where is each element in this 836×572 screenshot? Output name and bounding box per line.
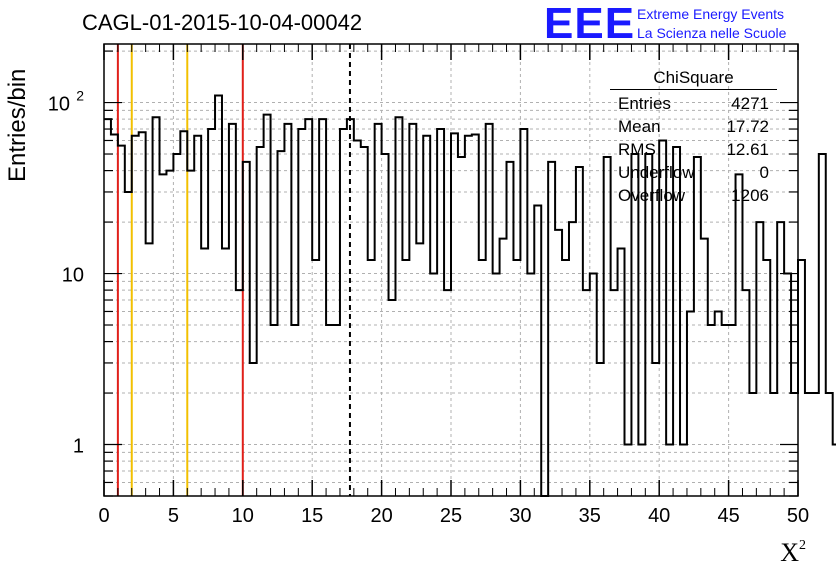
x-tick-label: 25 xyxy=(440,505,462,527)
stats-label: Mean xyxy=(618,117,661,136)
logo-line-2: La Scienza nelle Scuole xyxy=(637,25,787,41)
stats-label: Underflow xyxy=(618,163,695,182)
chart-title: CAGL-01-2015-10-04-00042 xyxy=(82,10,363,35)
x-tick-label: 10 xyxy=(232,505,254,527)
stats-row-underflow: Underflow 0 xyxy=(610,161,777,184)
stats-row-entries: Entries 4271 xyxy=(610,92,777,115)
stats-value: 0 xyxy=(759,163,769,182)
stats-label: Overflow xyxy=(618,186,686,205)
y-tick-label: 10 xyxy=(62,265,84,287)
axis-ticks: 0 5 10 15 20 25 30 35 40 45 50 1 10 10 2 xyxy=(48,44,809,527)
y-tick-label: 1 xyxy=(73,436,84,458)
histogram-line xyxy=(104,94,836,497)
x-tick-label: 45 xyxy=(717,505,739,527)
reference-lines xyxy=(116,44,351,496)
stats-value: 1206 xyxy=(731,186,769,205)
grid-layer xyxy=(104,44,798,497)
x-tick-label: 0 xyxy=(98,505,109,527)
stats-row-overflow: Overflow 1206 xyxy=(610,184,777,207)
stats-value: 12.61 xyxy=(726,140,769,159)
x-tick-label: 15 xyxy=(301,505,323,527)
y-tick-label: 10 xyxy=(48,94,70,116)
x-tick-label: 50 xyxy=(787,505,809,527)
logo-line-1: Extreme Energy Events xyxy=(637,6,785,22)
x-axis-label: X2 xyxy=(780,538,806,568)
x-tick-label: 40 xyxy=(648,505,670,527)
stats-label: RMS xyxy=(618,140,656,159)
x-tick-label: 35 xyxy=(579,505,601,527)
x-tick-label: 20 xyxy=(370,505,392,527)
x-tick-label: 5 xyxy=(168,505,179,527)
x-tick-label: 30 xyxy=(509,505,531,527)
x-axis-label-text: X xyxy=(780,538,799,567)
stats-box: ChiSquare Entries 4271 Mean 17.72 RMS 12.61… xyxy=(610,68,777,207)
histogram xyxy=(104,94,836,497)
stats-title: ChiSquare xyxy=(610,68,777,90)
x-axis-label-superscript: 2 xyxy=(799,538,806,553)
stats-value: 4271 xyxy=(731,94,769,113)
stats-row-mean: Mean 17.72 xyxy=(610,115,777,138)
y-axis-label: Entries/bin xyxy=(4,68,31,182)
stats-row-rms: RMS 12.61 xyxy=(610,138,777,161)
eee-logo: EEE xyxy=(544,0,636,48)
stats-value: 17.72 xyxy=(726,117,769,136)
y-tick-label-exponent: 2 xyxy=(76,88,84,104)
stats-label: Entries xyxy=(618,94,671,113)
